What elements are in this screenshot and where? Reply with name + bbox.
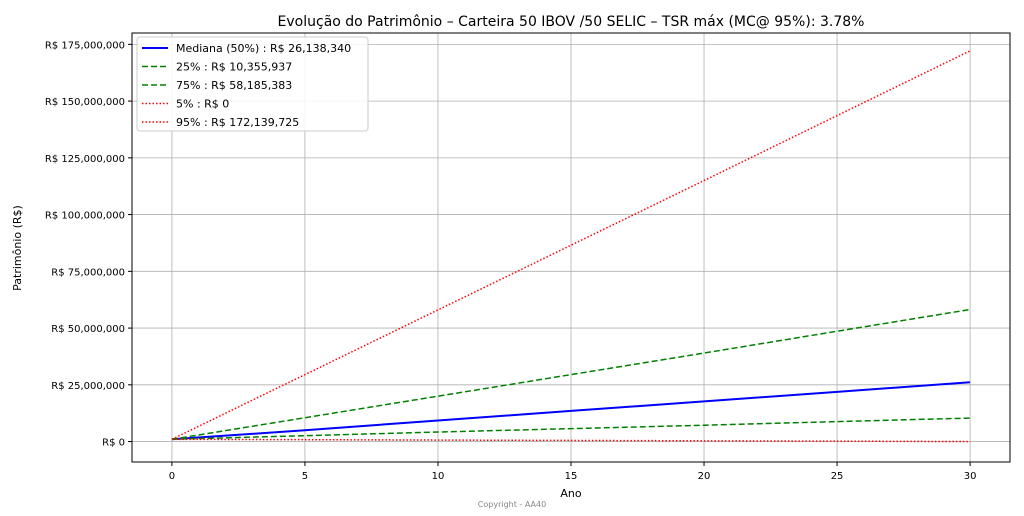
series-line-0 xyxy=(171,381,971,441)
legend: Mediana (50%) : R$ 26,138,340 25% : R$ 10… xyxy=(136,36,369,132)
x-tick-label: 15 xyxy=(565,471,578,482)
series-line-3 xyxy=(171,438,971,443)
y-tick-label: R$ 50,000,000 xyxy=(51,324,125,335)
y-tick-label: R$ 125,000,000 xyxy=(45,154,125,165)
y-tick-label: R$ 150,000,000 xyxy=(45,97,125,108)
x-axis-ticks: 0 5 10 15 20 25 30 xyxy=(169,462,977,482)
y-tick-label: R$ 0 xyxy=(102,438,125,449)
y-tick-label: R$ 100,000,000 xyxy=(45,211,125,222)
series-line-1 xyxy=(171,417,971,441)
x-tick-label: 5 xyxy=(302,471,308,482)
x-tick-label: 30 xyxy=(964,471,977,482)
series-lines xyxy=(171,50,971,443)
x-axis-label: Ano xyxy=(560,487,581,500)
y-axis-ticks: R$ 0 R$ 25,000,000 R$ 50,000,000 R$ 75,000,… xyxy=(45,40,132,449)
y-tick-label: R$ 175,000,000 xyxy=(45,40,125,51)
legend-entry: 75% : R$ 58,185,383 xyxy=(176,79,292,92)
legend-entry: 5% : R$ 0 xyxy=(176,98,229,111)
legend-entry: 95% : R$ 172,139,725 xyxy=(176,116,299,129)
y-tick-label: R$ 25,000,000 xyxy=(51,381,125,392)
legend-entry: 25% : R$ 10,355,937 xyxy=(176,61,292,74)
chart-title: Evolução do Patrimônio – Carteira 50 IBO… xyxy=(278,14,865,30)
y-tick-label: R$ 75,000,000 xyxy=(51,267,125,278)
x-tick-label: 0 xyxy=(169,471,175,482)
legend-box xyxy=(136,36,369,132)
grid xyxy=(132,33,1010,462)
x-tick-label: 25 xyxy=(831,471,844,482)
x-tick-label: 10 xyxy=(432,471,445,482)
legend-entry: Mediana (50%) : R$ 26,138,340 xyxy=(176,42,351,55)
copyright: Copyright - AA40 xyxy=(478,500,546,509)
y-axis-label: Patrimônio (R$) xyxy=(11,205,24,291)
x-tick-label: 20 xyxy=(698,471,711,482)
series-line-4 xyxy=(171,50,971,440)
